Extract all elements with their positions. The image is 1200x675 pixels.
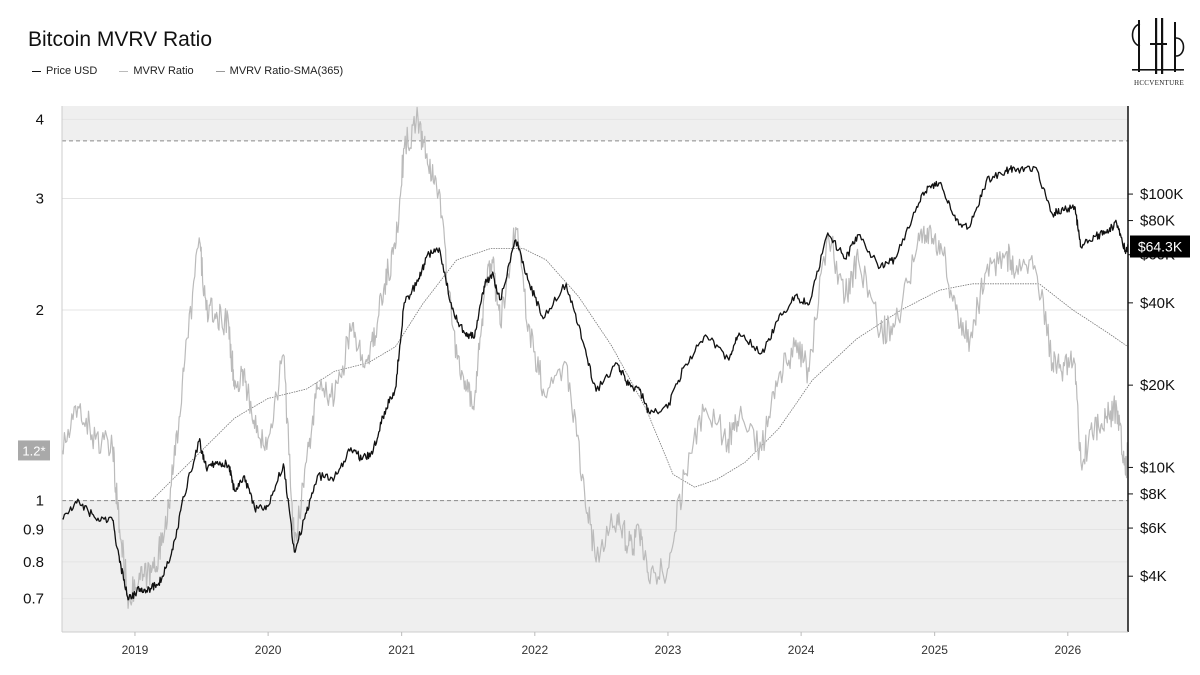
- right-tick-label: $8K: [1140, 486, 1167, 503]
- right-tick-label: $4K: [1140, 568, 1167, 585]
- series-line-price: [61, 165, 1129, 601]
- series-group: [61, 106, 1129, 609]
- logo-icon: [1131, 18, 1185, 74]
- reference-lines: [62, 140, 1128, 502]
- right-tick-label: $10K: [1140, 459, 1175, 476]
- legend-swatch-price: [32, 70, 41, 72]
- current-price-badge: [1130, 235, 1190, 258]
- x-axis-ticks: 2019 2020 2021 2022 2023 2024 2025 2026: [122, 632, 1081, 657]
- x-tick-label: 2020: [255, 643, 282, 657]
- left-tick-label: 0.7: [23, 591, 44, 608]
- right-tick-label: $80K: [1140, 213, 1175, 230]
- legend-item-sma[interactable]: MVRV Ratio-SMA(365): [215, 65, 344, 77]
- left-tick-label: 3: [36, 191, 44, 208]
- legend-swatch-mvrv: [119, 70, 129, 72]
- left-tick-label: 0.8: [23, 554, 44, 571]
- legend-label-price: Price USD: [46, 65, 98, 77]
- x-tick-label: 2023: [655, 643, 682, 657]
- x-tick-label: 2021: [388, 643, 415, 657]
- chart-title: Bitcoin MVRV Ratio: [28, 28, 213, 51]
- left-axis-ticks: 0.7 0.8 0.9 1 2 3 4: [23, 111, 44, 607]
- x-tick-label: 2025: [921, 643, 948, 657]
- current-price-label: $64.3K: [1138, 239, 1183, 255]
- series-line-mvrv: [61, 106, 1129, 609]
- right-tick-label: $20K: [1140, 377, 1175, 394]
- x-tick-label: 2019: [122, 643, 149, 657]
- current-mvrv-label: 1.2*: [22, 443, 45, 458]
- shade-bands: [62, 106, 1128, 632]
- left-tick-label: 1: [36, 493, 44, 510]
- legend: Price USD MVRV Ratio MVRV Ratio-SMA(365): [32, 65, 343, 77]
- x-tick-label: 2022: [521, 643, 548, 657]
- series-line-sma: [151, 248, 1129, 501]
- left-tick-label: 2: [36, 302, 44, 319]
- logo-text: HCCVENTURE: [1133, 79, 1185, 87]
- left-tick-label: 4: [36, 111, 44, 128]
- legend-swatch-sma: [215, 70, 225, 72]
- shade-band-top: [62, 106, 1128, 141]
- x-tick-label: 2026: [1054, 643, 1081, 657]
- right-tick-label: $6K: [1140, 520, 1167, 537]
- legend-label-mvrv: MVRV Ratio: [133, 65, 194, 77]
- right-tick-label: $40K: [1140, 295, 1175, 312]
- legend-label-sma: MVRV Ratio-SMA(365): [229, 65, 344, 77]
- current-mvrv-badge: [18, 440, 50, 461]
- left-tick-label: 0.9: [23, 522, 44, 539]
- shade-band-bottom: [62, 500, 1128, 632]
- legend-item-price[interactable]: Price USD: [32, 65, 97, 77]
- legend-item-mvrv[interactable]: MVRV Ratio: [119, 65, 194, 77]
- right-tick-label: $100K: [1140, 186, 1183, 203]
- value-badges: $64.3K 1.2*: [18, 235, 1190, 461]
- x-tick-label: 2024: [788, 643, 815, 657]
